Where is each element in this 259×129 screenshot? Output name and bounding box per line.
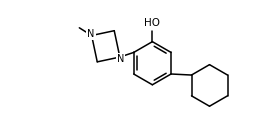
Text: N: N <box>87 29 95 39</box>
Text: N: N <box>117 54 124 64</box>
Text: HO: HO <box>144 18 160 28</box>
